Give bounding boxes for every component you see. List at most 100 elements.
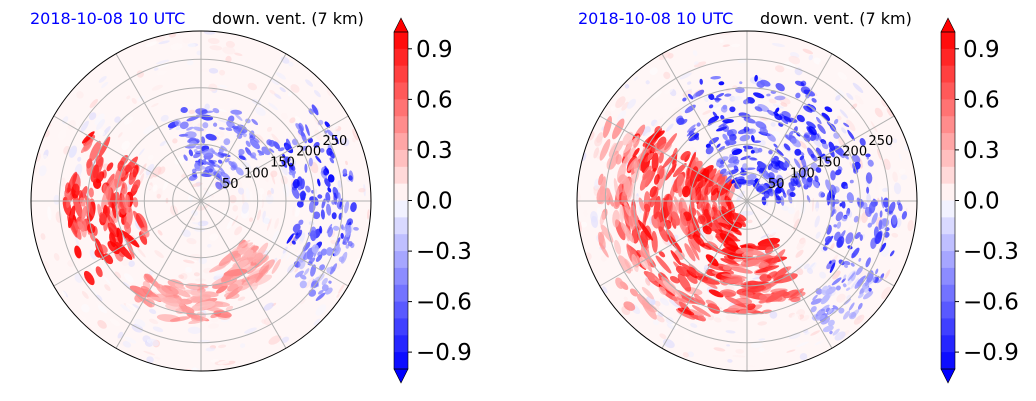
- downdraft-cell: [818, 191, 825, 198]
- updraft-cell: [598, 173, 604, 186]
- field-speckle: [769, 311, 778, 319]
- field-speckle: [882, 187, 889, 193]
- downdraft-cell: [796, 114, 805, 123]
- downdraft-cell: [707, 119, 715, 126]
- downdraft-cell: [854, 279, 863, 289]
- colorbar-level: [941, 183, 955, 201]
- downdraft-cell: [320, 248, 328, 256]
- field-speckle: [266, 218, 272, 232]
- downdraft-cell: [866, 155, 870, 160]
- downdraft-cell: [775, 186, 783, 194]
- downdraft-cell: [843, 260, 851, 266]
- downdraft-cell: [800, 86, 811, 95]
- colorbar-level: [394, 65, 408, 83]
- field-speckle: [731, 96, 743, 101]
- downdraft-cell: [729, 153, 735, 162]
- field-speckle: [907, 219, 914, 232]
- updraft-cell: [651, 140, 666, 153]
- downdraft-cell: [281, 160, 288, 168]
- field-speckle: [269, 89, 276, 95]
- downdraft-cell: [831, 277, 842, 286]
- field-speckle: [145, 163, 155, 176]
- updraft-cell: [768, 249, 786, 268]
- field-speckle: [839, 109, 849, 119]
- downdraft-cell: [337, 192, 341, 202]
- downdraft-cell: [326, 129, 334, 137]
- field-speckle: [305, 79, 314, 87]
- field-speckle: [285, 250, 293, 261]
- downdraft-cell: [324, 165, 330, 174]
- downdraft-cell: [311, 244, 319, 254]
- field-speckle: [768, 98, 777, 104]
- field-speckle: [713, 317, 722, 323]
- updraft-cell: [81, 131, 95, 144]
- colorbar-tick-label: 0.6: [416, 87, 453, 113]
- field-speckle: [356, 192, 362, 199]
- field-speckle: [670, 107, 681, 117]
- updraft-cell: [721, 273, 747, 279]
- field-speckle: [730, 43, 741, 48]
- downdraft-cell: [268, 139, 276, 147]
- grid-spoke-240: [115, 200, 202, 349]
- downdraft-cell: [294, 232, 299, 236]
- downdraft-cell: [334, 135, 339, 145]
- colorbar-tick-label: 0.0: [963, 189, 1000, 215]
- field-speckle: [95, 107, 101, 113]
- field-speckle: [898, 168, 906, 175]
- field-speckle: [593, 147, 600, 159]
- field-speckle: [215, 108, 228, 112]
- field-speckle: [152, 326, 164, 333]
- field-speckle: [624, 83, 630, 89]
- field-speckle: [268, 335, 282, 345]
- updraft-cell: [102, 169, 107, 179]
- field-speckle: [263, 302, 274, 311]
- downdraft-cell: [865, 153, 871, 158]
- downdraft-cell: [315, 254, 323, 262]
- updraft-cell: [601, 187, 611, 202]
- downdraft-cell: [294, 270, 304, 278]
- field-speckle: [300, 298, 306, 305]
- field-speckle: [344, 246, 352, 254]
- colorbar-level: [394, 116, 408, 134]
- field-speckle: [256, 209, 262, 221]
- colorbar-level: [394, 82, 408, 100]
- colorbar-tick-label: −0.6: [963, 290, 1019, 316]
- field-speckle: [209, 45, 223, 51]
- grid-spoke-30: [200, 115, 349, 202]
- panel-right-field: [577, 31, 917, 371]
- field-speckle: [600, 255, 607, 262]
- downdraft-cell: [758, 185, 766, 195]
- updraft-cell: [95, 266, 103, 278]
- colorbar-level: [941, 149, 955, 168]
- downdraft-cell: [827, 308, 833, 315]
- field-speckle: [341, 137, 350, 147]
- updraft-cell: [615, 277, 624, 289]
- downdraft-cell: [722, 118, 734, 124]
- field-speckle: [271, 78, 280, 86]
- field-speckle: [345, 160, 348, 166]
- downdraft-cell: [217, 159, 223, 164]
- field-speckle: [117, 331, 124, 339]
- updraft-cell: [710, 184, 719, 196]
- updraft-cell: [609, 142, 617, 159]
- updraft-cell: [631, 253, 639, 273]
- updraft-cell: [755, 265, 780, 274]
- field-speckle: [819, 337, 827, 343]
- field-speckle: [664, 86, 674, 95]
- field-speckle: [117, 132, 123, 138]
- downdraft-cell: [291, 186, 300, 199]
- grid-spoke-240: [661, 200, 748, 349]
- downdraft-cell: [824, 156, 831, 164]
- downdraft-cell: [281, 153, 286, 157]
- field-speckle: [292, 206, 296, 216]
- downdraft-cell: [753, 140, 761, 144]
- updraft-cell: [639, 256, 649, 270]
- colorbar-level: [941, 65, 955, 83]
- field-speckle: [209, 233, 219, 241]
- field-speckle: [160, 114, 169, 122]
- downdraft-cell: [783, 161, 790, 169]
- field-speckle: [337, 180, 342, 189]
- downdraft-cell: [312, 211, 321, 220]
- field-speckle: [713, 347, 726, 352]
- updraft-cell: [697, 200, 705, 211]
